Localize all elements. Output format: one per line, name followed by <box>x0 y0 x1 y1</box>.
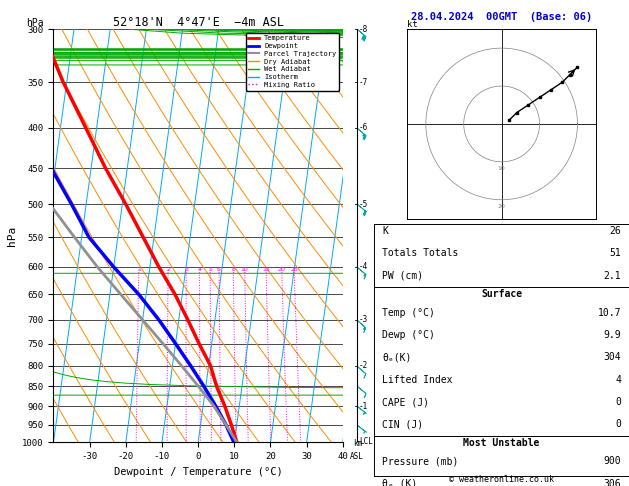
Text: 0: 0 <box>616 397 621 407</box>
Text: K: K <box>382 226 387 236</box>
Text: 9.9: 9.9 <box>604 330 621 340</box>
Text: θₑ (K): θₑ (K) <box>382 479 417 486</box>
Text: Most Unstable: Most Unstable <box>464 438 540 448</box>
Text: 10: 10 <box>498 166 506 171</box>
Text: -6: -6 <box>359 123 368 132</box>
Text: 8: 8 <box>231 267 235 272</box>
Text: PW (cm): PW (cm) <box>382 271 423 281</box>
Text: 2: 2 <box>166 267 170 272</box>
Text: 5: 5 <box>208 267 212 272</box>
Text: CIN (J): CIN (J) <box>382 419 423 430</box>
Text: 3: 3 <box>184 267 188 272</box>
Text: © weatheronline.co.uk: © weatheronline.co.uk <box>449 474 554 484</box>
Text: 28.04.2024  00GMT  (Base: 06): 28.04.2024 00GMT (Base: 06) <box>411 12 593 22</box>
Text: 51: 51 <box>610 248 621 259</box>
Text: 4: 4 <box>616 375 621 385</box>
Text: km: km <box>353 439 362 449</box>
Text: 6: 6 <box>217 267 221 272</box>
Text: 306: 306 <box>604 479 621 486</box>
Text: 304: 304 <box>604 352 621 363</box>
Text: Lifted Index: Lifted Index <box>382 375 452 385</box>
Text: -4: -4 <box>359 262 368 272</box>
Text: 900: 900 <box>604 456 621 467</box>
Text: Temp (°C): Temp (°C) <box>382 308 435 318</box>
Text: hPa: hPa <box>26 18 43 28</box>
Text: -1: -1 <box>359 401 368 411</box>
Text: 1: 1 <box>137 267 141 272</box>
Text: Dewp (°C): Dewp (°C) <box>382 330 435 340</box>
Text: Totals Totals: Totals Totals <box>382 248 459 259</box>
Text: -8: -8 <box>359 25 368 34</box>
Text: Surface: Surface <box>481 289 522 299</box>
Text: 10: 10 <box>241 267 248 272</box>
Text: 26: 26 <box>610 226 621 236</box>
Text: LCL: LCL <box>359 437 373 446</box>
Text: 20: 20 <box>278 267 286 272</box>
Text: CAPE (J): CAPE (J) <box>382 397 429 407</box>
Text: 0: 0 <box>616 419 621 430</box>
X-axis label: Dewpoint / Temperature (°C): Dewpoint / Temperature (°C) <box>114 467 282 477</box>
Text: 25: 25 <box>290 267 298 272</box>
Text: -7: -7 <box>359 78 368 87</box>
Text: -2: -2 <box>359 361 368 370</box>
Text: θₑ(K): θₑ(K) <box>382 352 411 363</box>
Legend: Temperature, Dewpoint, Parcel Trajectory, Dry Adiabat, Wet Adiabat, Isotherm, Mi: Temperature, Dewpoint, Parcel Trajectory… <box>245 33 339 90</box>
Y-axis label: hPa: hPa <box>7 226 17 246</box>
Text: ASL: ASL <box>350 452 364 461</box>
Text: 10.7: 10.7 <box>598 308 621 318</box>
Text: 4: 4 <box>198 267 201 272</box>
Title: 52°18'N  4°47'E  −4m ASL: 52°18'N 4°47'E −4m ASL <box>113 16 284 29</box>
Text: kt: kt <box>407 20 418 29</box>
Text: 20: 20 <box>498 204 506 208</box>
Text: -3: -3 <box>359 315 368 324</box>
Text: 2.1: 2.1 <box>604 271 621 281</box>
Text: Pressure (mb): Pressure (mb) <box>382 456 459 467</box>
Text: 15: 15 <box>262 267 270 272</box>
Text: -5: -5 <box>359 200 368 209</box>
